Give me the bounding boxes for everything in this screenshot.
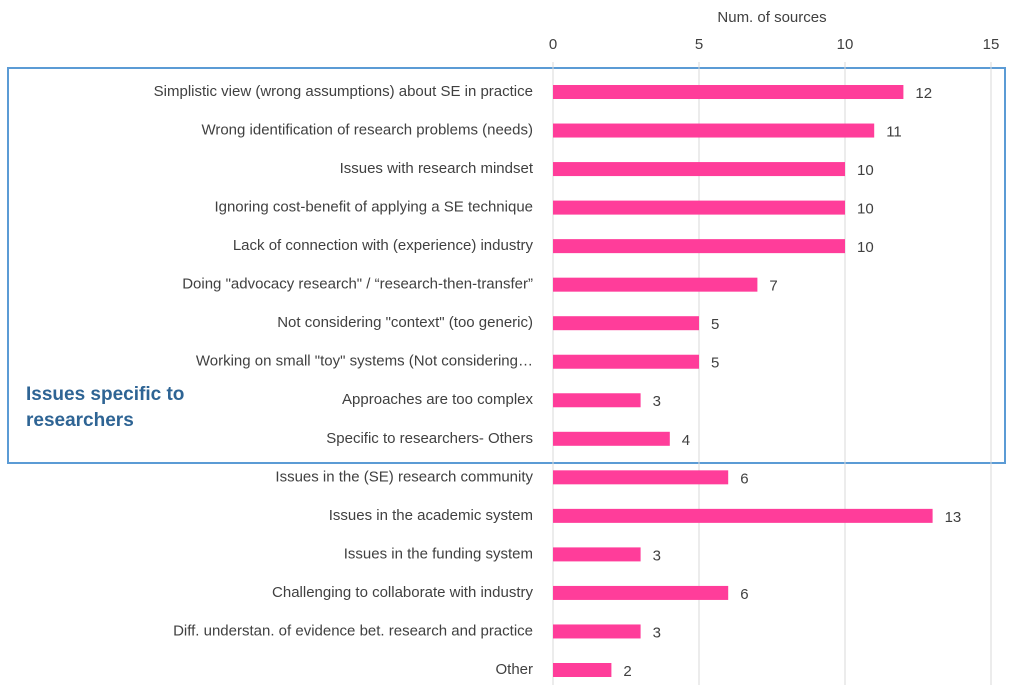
y-tick-label: Issues with research mindset (340, 160, 534, 177)
annotation: Issues specific to researchers (26, 384, 185, 431)
y-tick-label: Not considering "context" (too generic) (277, 314, 533, 331)
bar (553, 277, 758, 292)
data-label: 10 (857, 201, 874, 218)
y-tick-label: Specific to researchers- Others (326, 430, 533, 447)
bar (553, 316, 699, 331)
y-tick-label: Issues in the academic system (329, 507, 533, 524)
y-tick-label: Wrong identification of research problem… (201, 122, 533, 139)
bar (553, 470, 729, 485)
bar (553, 393, 641, 408)
y-tick-label: Diff. understan. of evidence bet. resear… (173, 622, 533, 639)
data-label: 13 (945, 509, 962, 526)
data-label: 10 (857, 162, 874, 179)
data-label: 2 (623, 663, 631, 680)
bar (553, 431, 670, 446)
data-label: 3 (653, 393, 661, 410)
y-tick-label: Issues in the funding system (344, 545, 533, 562)
y-tick-label: Ignoring cost-benefit of applying a SE t… (214, 199, 533, 216)
bar (553, 354, 699, 369)
data-label: 12 (915, 85, 932, 102)
bar (553, 585, 729, 600)
data-label: 5 (711, 316, 719, 333)
y-tick-label: Doing "advocacy research" / “research-th… (182, 276, 533, 293)
bar (553, 624, 641, 639)
bar (553, 239, 845, 254)
y-tick-label: Approaches are too complex (342, 391, 533, 408)
data-label: 3 (653, 624, 661, 641)
y-tick-label: Other (495, 661, 533, 678)
y-tick-label: Challenging to collaborate with industry (272, 584, 533, 601)
bar (553, 508, 933, 523)
group-box (7, 67, 1006, 464)
y-tick-label: Simplistic view (wrong assumptions) abou… (154, 83, 533, 100)
y-tick-label: Lack of connection with (experience) ind… (233, 237, 534, 254)
y-tick-label: Issues in the (SE) research community (275, 468, 533, 485)
data-label: 10 (857, 239, 874, 256)
bar (553, 663, 612, 677)
x-tick-label: 5 (695, 36, 703, 53)
x-tick-label: 15 (983, 36, 1000, 53)
x-tick-label: 10 (837, 36, 854, 53)
data-label: 4 (682, 432, 690, 449)
data-label: 5 (711, 355, 719, 372)
y-tick-label: Working on small "toy" systems (Not cons… (196, 353, 533, 370)
data-label: 7 (769, 278, 777, 295)
x-tick-label: 0 (549, 36, 557, 53)
bar (553, 547, 641, 562)
data-label: 6 (740, 586, 748, 603)
bar (553, 123, 875, 138)
data-label: 11 (886, 124, 902, 141)
bar (553, 162, 845, 177)
bar (553, 200, 845, 215)
x-axis-title: Num. of sources (717, 9, 826, 26)
data-label: 3 (653, 547, 661, 564)
data-label: 6 (740, 470, 748, 487)
bar (553, 85, 904, 99)
